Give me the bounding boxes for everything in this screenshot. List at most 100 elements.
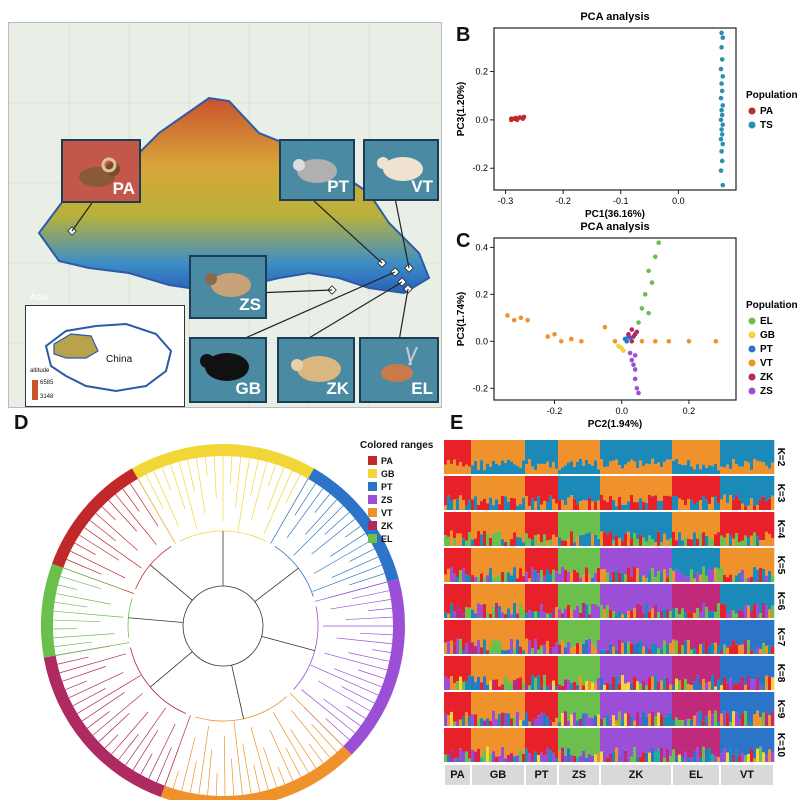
ancestry-segment — [510, 584, 513, 614]
ancestry-segment — [648, 464, 651, 474]
legend-label: GB — [381, 469, 395, 479]
ancestry-segment — [510, 614, 513, 618]
ancestry-segment — [591, 440, 594, 466]
tree-branch — [67, 559, 102, 574]
population-tab: VT — [721, 765, 773, 785]
ancestry-segment — [714, 728, 717, 756]
ancestry-segment — [684, 505, 687, 510]
ancestry-segment — [684, 692, 687, 720]
ancestry-segment — [471, 540, 474, 546]
ancestry-segment — [729, 728, 732, 748]
ancestry-segment — [696, 476, 699, 502]
ancestry-segment — [558, 656, 561, 685]
ancestry-segment — [531, 467, 534, 474]
ancestry-segment — [534, 611, 537, 618]
ancestry-segment — [738, 609, 741, 618]
ancestry-segment — [576, 728, 579, 757]
ancestry-segment — [759, 499, 762, 510]
ancestry-segment — [477, 749, 480, 762]
ancestry-segment — [747, 462, 750, 474]
tree-branch — [230, 456, 231, 484]
ancestry-segment — [768, 610, 771, 618]
legend-marker — [749, 360, 756, 367]
legend-swatch — [368, 521, 377, 530]
ancestry-segment — [483, 584, 486, 604]
ancestry-segment — [759, 613, 762, 618]
ancestry-segment — [513, 499, 516, 510]
ancestry-segment — [717, 440, 720, 470]
ancestry-segment — [690, 569, 693, 582]
ancestry-segment — [555, 584, 558, 607]
ancestry-segment — [717, 757, 720, 762]
ancestry-segment — [459, 584, 462, 609]
ancestry-segment — [468, 758, 471, 762]
ancestry-segment — [753, 512, 756, 533]
ancestry-segment — [720, 604, 723, 618]
ancestry-segment — [702, 747, 705, 762]
ancestry-segment — [720, 440, 723, 466]
ancestry-segment — [525, 620, 528, 639]
data-point — [624, 339, 629, 344]
ancestry-segment — [561, 713, 564, 726]
ancestry-segment — [519, 692, 522, 720]
ancestry-segment — [573, 756, 576, 762]
ancestry-segment — [765, 466, 768, 474]
ancestry-segment — [711, 692, 714, 714]
ancestry-segment — [618, 572, 621, 582]
ancestry-segment — [723, 440, 726, 468]
ancestry-segment — [657, 440, 660, 463]
ancestry-segment — [666, 749, 669, 762]
ancestry-segment — [720, 685, 723, 690]
ancestry-segment — [510, 462, 513, 474]
ancestry-segment — [561, 476, 564, 500]
tree-branch — [157, 748, 172, 783]
ancestry-segment — [465, 728, 468, 752]
ancestry-segment — [474, 584, 477, 613]
ancestry-segment — [444, 677, 447, 690]
ancestry-segment — [579, 476, 582, 501]
ancestry-segment — [609, 461, 612, 474]
ancestry-segment — [459, 440, 462, 462]
ancestry-segment — [597, 656, 600, 678]
ancestry-segment — [732, 711, 735, 726]
ancestry-segment — [660, 728, 663, 747]
ancestry-segment — [564, 692, 567, 711]
ancestry-segment — [630, 495, 633, 510]
ancestry-segment — [588, 681, 591, 690]
animal-card-pt: PT — [279, 139, 355, 201]
ancestry-segment — [618, 512, 621, 538]
ancestry-segment — [594, 460, 597, 474]
ancestry-segment — [684, 476, 687, 505]
ancestry-segment — [594, 573, 597, 582]
tree-branch — [368, 608, 392, 611]
ancestry-segment — [486, 692, 489, 718]
ancestry-segment — [444, 714, 447, 726]
ancestry-segment — [621, 573, 624, 582]
ancestry-segment — [666, 440, 669, 460]
ancestry-segment — [681, 465, 684, 474]
ancestry-segment — [480, 692, 483, 718]
ancestry-segment — [498, 728, 501, 756]
ancestry-segment — [459, 548, 462, 570]
data-point — [687, 339, 692, 344]
ancestry-segment — [633, 584, 636, 608]
ancestry-segment — [753, 505, 756, 510]
ancestry-segment — [765, 728, 768, 755]
ancestry-segment — [636, 604, 639, 618]
ancestry-segment — [489, 614, 492, 618]
data-point — [666, 339, 671, 344]
ancestry-segment — [750, 679, 753, 690]
data-point — [714, 339, 719, 344]
ancestry-segment — [444, 728, 447, 755]
ancestry-segment — [747, 606, 750, 618]
ancestry-segment — [471, 714, 474, 726]
ancestry-segment — [618, 584, 621, 610]
ancestry-segment — [573, 440, 576, 467]
ancestry-segment — [708, 620, 711, 646]
ancestry-segment — [597, 606, 600, 618]
ancestry-segment — [699, 758, 702, 762]
ancestry-segment — [690, 692, 693, 720]
ancestry-segment — [549, 692, 552, 721]
ancestry-segment — [723, 678, 726, 690]
